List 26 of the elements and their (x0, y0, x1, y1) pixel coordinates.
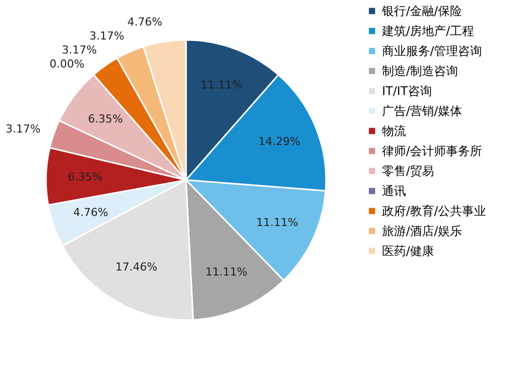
data-label: 11.11% (205, 265, 248, 278)
legend-label: 银行/金融/保险 (381, 4, 462, 18)
data-label: 14.29% (258, 135, 300, 148)
legend-label: 物流 (382, 124, 406, 138)
data-label: 3.17% (6, 122, 41, 136)
legend-label: 律师/会计师事务所 (382, 144, 482, 158)
legend-label: 政府/教育/公共事业 (382, 204, 486, 218)
text: 0.00% (49, 57, 84, 70)
data-label: 17.46% (115, 260, 158, 274)
legend-label: 制造/制造咨询 (382, 64, 458, 78)
data-label: 4.76% (73, 206, 108, 220)
legend-label: 旅游/酒店/娱乐 (382, 224, 462, 238)
data-label: 6.35% (88, 112, 123, 126)
legend-label: IT/IT咨询 (382, 84, 432, 98)
data-label: 3.17% (89, 29, 124, 42)
data-label: 4.76% (127, 15, 162, 28)
legend-label: 建筑/房地产/工程 (381, 24, 474, 38)
data-label: 11.11% (200, 78, 243, 92)
data-label: 6.35% (68, 170, 103, 184)
legend-label: 商业服务/管理咨询 (382, 44, 482, 58)
data-label: 3.17% (62, 43, 97, 56)
legend-label: 广告/营销/媒体 (382, 104, 462, 118)
legend-label: 通讯 (382, 184, 406, 198)
legend-label: 医药/健康 (382, 244, 434, 258)
data-label: 11.11% (256, 216, 298, 229)
legend-label: 零售/贸易 (382, 164, 434, 178)
